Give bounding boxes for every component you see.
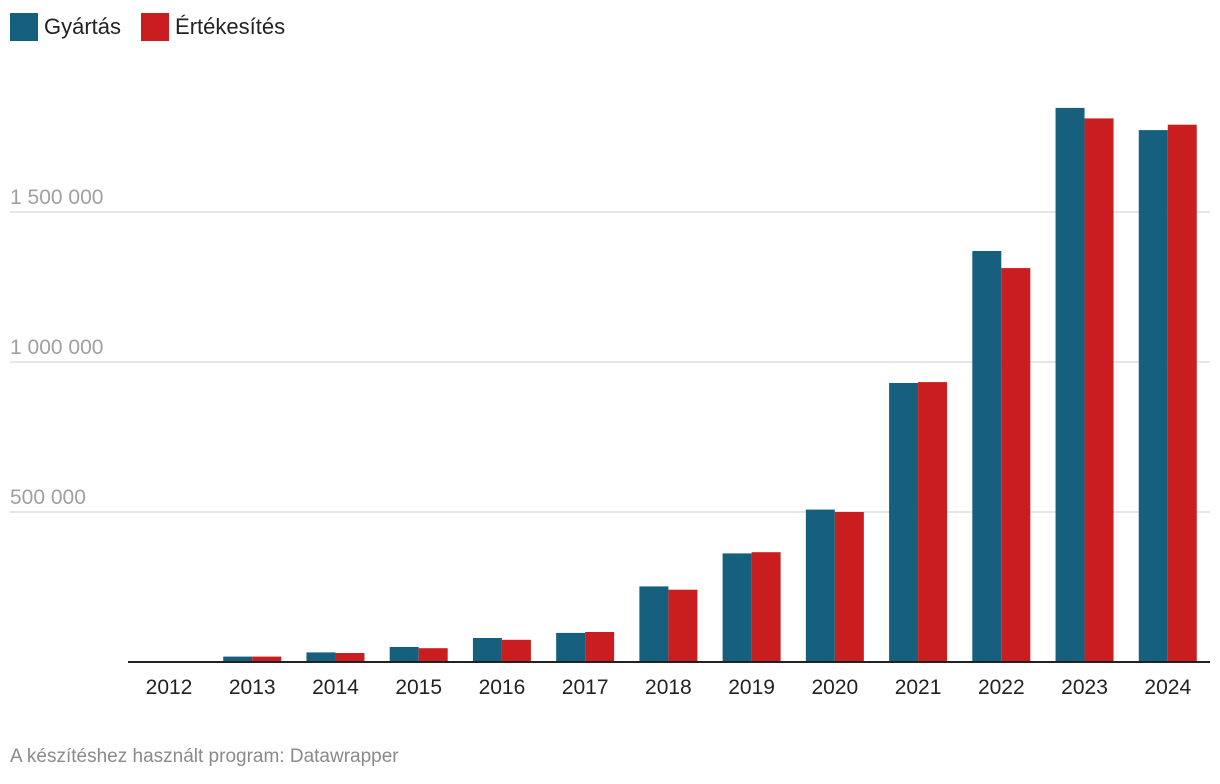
x-tick-label: 2015 [395,676,442,699]
y-tick-label: 1 000 000 [10,336,103,359]
x-tick-label: 2019 [728,676,775,699]
y-tick-label: 1 500 000 [10,186,103,209]
bar-gyartas-2015 [389,647,419,662]
chart-legend: Gyártás Értékesítés [10,12,305,42]
legend-swatch-ertekesites [141,13,170,41]
axis-layer: 500 000 1 000 000 1 500 000 2012 2013 2014 201… [10,186,1210,699]
bar-gyartas-2022 [972,251,1002,662]
y-tick-label: 500 000 [10,486,86,509]
legend-item-gyartas: Gyártás [10,13,121,41]
bar-ertekesites-2013 [252,656,282,662]
x-tick-label: 2023 [1061,676,1108,699]
x-tick-label: 2014 [312,676,359,699]
bar-gyartas-2019 [722,553,752,662]
legend-label-gyartas: Gyártás [44,14,122,39]
bar-ertekesites-2016 [501,639,531,662]
x-tick-label: 2020 [811,676,858,699]
bar-ertekesites-2017 [585,632,615,662]
bar-ertekesites-2022 [1001,268,1031,662]
x-tick-label: 2012 [146,676,193,699]
x-tick-label: 2022 [978,676,1025,699]
bar-gyartas-2021 [889,383,919,662]
legend-label-ertekesites: Értékesítés [175,14,286,39]
x-tick-label: 2018 [645,676,692,699]
x-tick-label: 2021 [895,676,942,699]
bar-ertekesites-2015 [418,648,448,662]
bar-gyartas-2023 [1055,107,1085,662]
bar-ertekesites-2014 [335,653,365,662]
bar-ertekesites-2024 [1167,124,1197,662]
x-tick-label: 2016 [479,676,526,699]
bar-gyartas-2018 [639,586,669,662]
bar-gyartas-2017 [556,632,586,662]
bar-gyartas-2014 [306,652,336,662]
bar-layer [223,107,1197,663]
x-tick-label: 2013 [229,676,276,699]
bar-ertekesites-2019 [751,552,781,662]
bar-gyartas-2024 [1138,130,1168,663]
bar-ertekesites-2023 [1084,118,1114,662]
bar-gyartas-2020 [805,509,835,662]
bar-gyartas-2016 [472,638,502,662]
footer-credit: A készítéshez használt program: Datawrap… [10,746,399,767]
bar-ertekesites-2021 [918,382,948,662]
bar-ertekesites-2018 [668,589,698,662]
x-tick-label: 2017 [562,676,609,699]
bar-gyartas-2013 [223,656,253,662]
legend-swatch-gyartas [10,13,38,41]
legend-item-ertekesites: Értékesítés [141,13,285,41]
x-tick-label: 2024 [1144,676,1191,699]
bar-ertekesites-2020 [834,512,864,662]
